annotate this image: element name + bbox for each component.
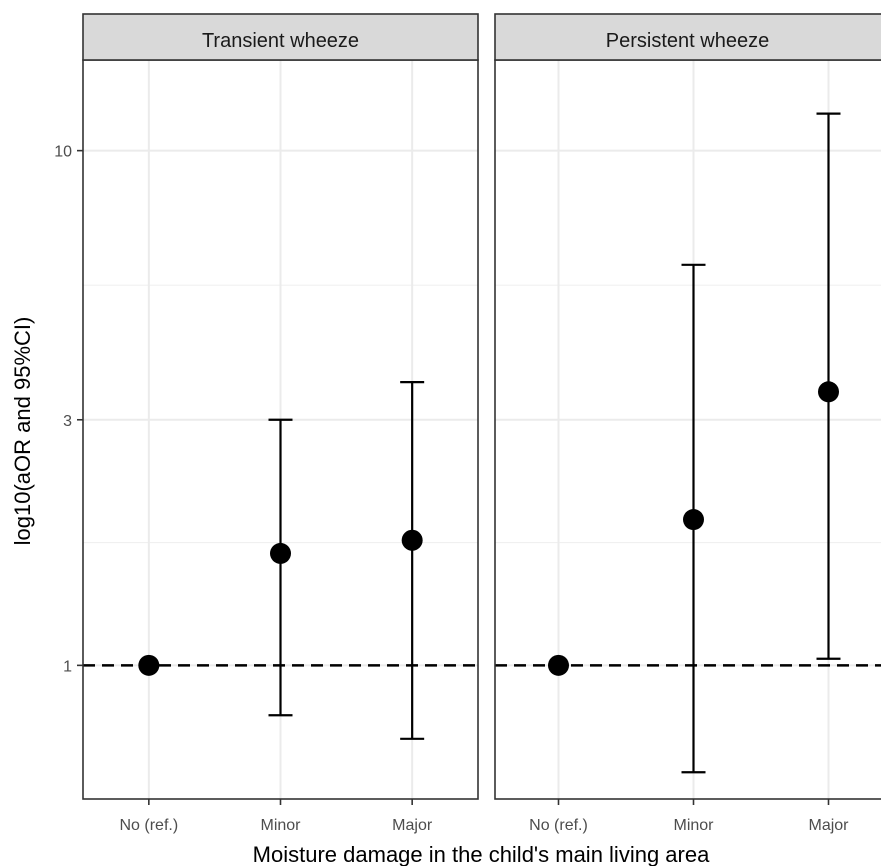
- strip-background: [82, 13, 479, 61]
- x-tick-label: No (ref.): [119, 817, 178, 834]
- y-tick-label: 1: [63, 658, 72, 675]
- y-tick-label: 10: [54, 144, 72, 161]
- panel-background: [495, 60, 881, 799]
- x-tick-label: Minor: [260, 817, 301, 834]
- x-tick-label: Major: [808, 817, 849, 834]
- panel-1: Transient wheeze No (ref.) Minor Major: [82, 13, 479, 834]
- axis-layer: Moisture damage in the child's main livi…: [10, 144, 710, 866]
- point-estimate: [270, 542, 291, 564]
- strip-title: Persistent wheeze: [606, 30, 769, 52]
- y-axis-title: log10(aOR and 95%CI): [10, 317, 35, 546]
- y-tick-label: 3: [63, 413, 72, 430]
- x-axis-title: Moisture damage in the child's main livi…: [253, 842, 710, 866]
- panel-2: Persistent wheeze No (ref.) Minor Major: [494, 13, 881, 834]
- strip-title: Transient wheeze: [202, 30, 359, 52]
- strip-background: [494, 13, 881, 61]
- point-estimate: [138, 654, 160, 676]
- x-tick-label: No (ref.): [529, 817, 588, 834]
- point-estimate: [548, 654, 569, 676]
- point-estimate: [401, 529, 423, 551]
- x-tick-label: Major: [392, 817, 433, 834]
- x-tick-label: Minor: [673, 817, 714, 834]
- point-estimate: [683, 509, 704, 531]
- point-estimate: [818, 381, 839, 403]
